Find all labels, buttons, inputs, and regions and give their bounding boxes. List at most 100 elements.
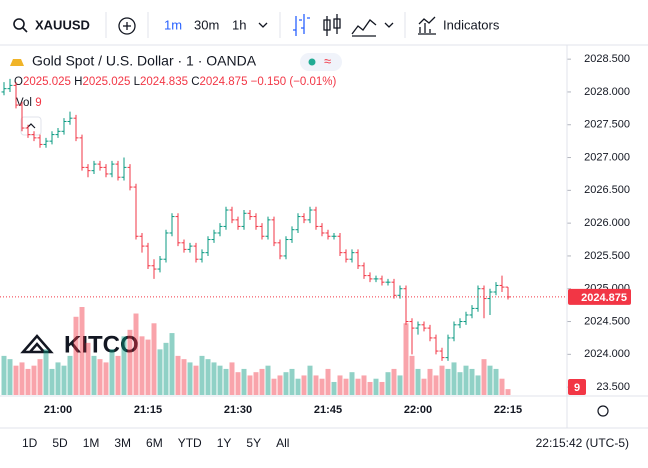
- volume-bar: [259, 368, 265, 395]
- change: −0.150 (−0.01%): [251, 76, 337, 88]
- volume-bar: [1, 355, 7, 395]
- chart-type[interactable]: [293, 14, 377, 37]
- svg-text:≈: ≈: [324, 53, 331, 68]
- volume-bar: [61, 365, 67, 395]
- toolbar: XAUUSD 1m 30m 1h Indicators: [0, 12, 648, 46]
- volume-bar: [151, 323, 157, 395]
- settings[interactable]: [597, 405, 609, 417]
- volume-bar: [451, 362, 457, 395]
- x-tick-label: 21:45: [314, 404, 342, 416]
- last-price-tag: [568, 288, 631, 305]
- volume-bar: [43, 349, 49, 395]
- add-symbol[interactable]: [118, 17, 136, 35]
- volume-bar: [265, 365, 271, 395]
- volume-bar: [331, 381, 337, 395]
- volume-bar: [91, 355, 97, 395]
- volume-bar: [343, 378, 349, 395]
- x-tick-label: 21:15: [134, 404, 162, 416]
- volume-bar: [25, 368, 31, 395]
- volume-bar: [127, 329, 133, 395]
- range-button[interactable]: 3M: [114, 436, 131, 450]
- chevron[interactable]: [384, 22, 394, 28]
- range-button[interactable]: 1D: [22, 436, 38, 450]
- volume-bar: [325, 368, 331, 395]
- last-price-label: 2024.875: [581, 292, 627, 304]
- volume-bar: [229, 362, 235, 395]
- range-bar: 1D 5D 1M 3M 6M YTD 1Y 5Y All: [22, 436, 289, 450]
- volume-bar: [373, 378, 379, 395]
- ohlc-readout: O2025.025 H2025.025 L2024.835 C2024.875 …: [14, 76, 337, 88]
- volume-bar: [493, 368, 499, 395]
- volume-bar: [499, 378, 505, 395]
- volume-bar: [391, 368, 397, 395]
- volume-bar: [367, 381, 373, 395]
- range-button[interactable]: All: [276, 436, 289, 450]
- volume-bar: [415, 368, 421, 395]
- range-button[interactable]: 1M: [83, 436, 100, 450]
- volume-bar: [169, 333, 175, 395]
- range-button[interactable]: 5Y: [246, 436, 261, 450]
- volume-bar: [487, 365, 493, 395]
- ohlc-label: O: [14, 76, 23, 88]
- volume-bar: [427, 368, 433, 395]
- symbol[interactable]: XAUUSD: [35, 17, 90, 32]
- interval[interactable]: 30m: [194, 17, 219, 32]
- volume-bar: [49, 368, 55, 395]
- y-tick-label: 2028.000: [584, 86, 630, 98]
- range-button[interactable]: 1Y: [217, 436, 232, 450]
- volume-bar: [139, 336, 145, 395]
- volume-bar: [409, 355, 415, 395]
- volume-bar: [211, 362, 217, 395]
- volume-bar: [31, 365, 37, 395]
- volume-bar: [103, 362, 109, 395]
- volume-bar: [73, 316, 79, 395]
- volume-bar: [283, 372, 289, 395]
- volume-bar: [463, 365, 469, 395]
- chevron[interactable]: [258, 22, 268, 28]
- y-tick-label: 2027.500: [584, 119, 630, 131]
- y-tick-label: 2024.500: [584, 315, 630, 327]
- range-button[interactable]: 6M: [146, 436, 163, 450]
- interval[interactable]: 1h: [232, 17, 246, 32]
- volume-bar: [439, 365, 445, 395]
- interval[interactable]: 1m: [164, 17, 182, 32]
- volume-tag-label: 9: [574, 382, 580, 394]
- volume-bar: [13, 365, 19, 395]
- x-tick-label: 21:30: [224, 404, 252, 416]
- volume-bar: [421, 378, 427, 395]
- volume-bar: [217, 365, 223, 395]
- ohlc-label: H: [74, 76, 82, 88]
- watermark: KITCO: [20, 331, 139, 358]
- volume-bar: [235, 372, 241, 395]
- volume-bar: [337, 375, 343, 395]
- range-button[interactable]: YTD: [178, 436, 202, 450]
- volume-bar: [481, 359, 487, 395]
- volume-bar: [115, 355, 121, 395]
- volume-bar: [445, 368, 451, 395]
- vol-value: 9: [35, 97, 41, 109]
- volume-readout: Vol 9: [16, 97, 42, 109]
- volume-bar: [205, 359, 211, 395]
- volume-bar: [385, 372, 391, 395]
- volume-bar: [97, 359, 103, 395]
- y-tick-label: 2027.000: [584, 151, 630, 163]
- volume-bar: [247, 375, 253, 395]
- volume-bar: [37, 359, 43, 395]
- volume-bar: [7, 359, 13, 395]
- x-tick-label: 22:15: [494, 404, 522, 416]
- volume-bar: [109, 349, 115, 395]
- range-button[interactable]: 5D: [52, 436, 68, 450]
- watermark-text: KITCO: [64, 331, 139, 358]
- y-tick-label: 23.500: [596, 381, 630, 393]
- collapse-button[interactable]: [20, 116, 42, 136]
- volume-bar: [199, 355, 205, 395]
- indicators[interactable]: Indicators: [443, 17, 500, 32]
- volume-bar: [175, 355, 181, 395]
- volume-bar: [433, 375, 439, 395]
- volume-bar: [469, 368, 475, 395]
- volume-bar: [157, 349, 163, 395]
- volume-bar: [193, 365, 199, 395]
- ohlc-label: C: [191, 76, 199, 88]
- ohlc-value: 2024.835: [140, 76, 188, 88]
